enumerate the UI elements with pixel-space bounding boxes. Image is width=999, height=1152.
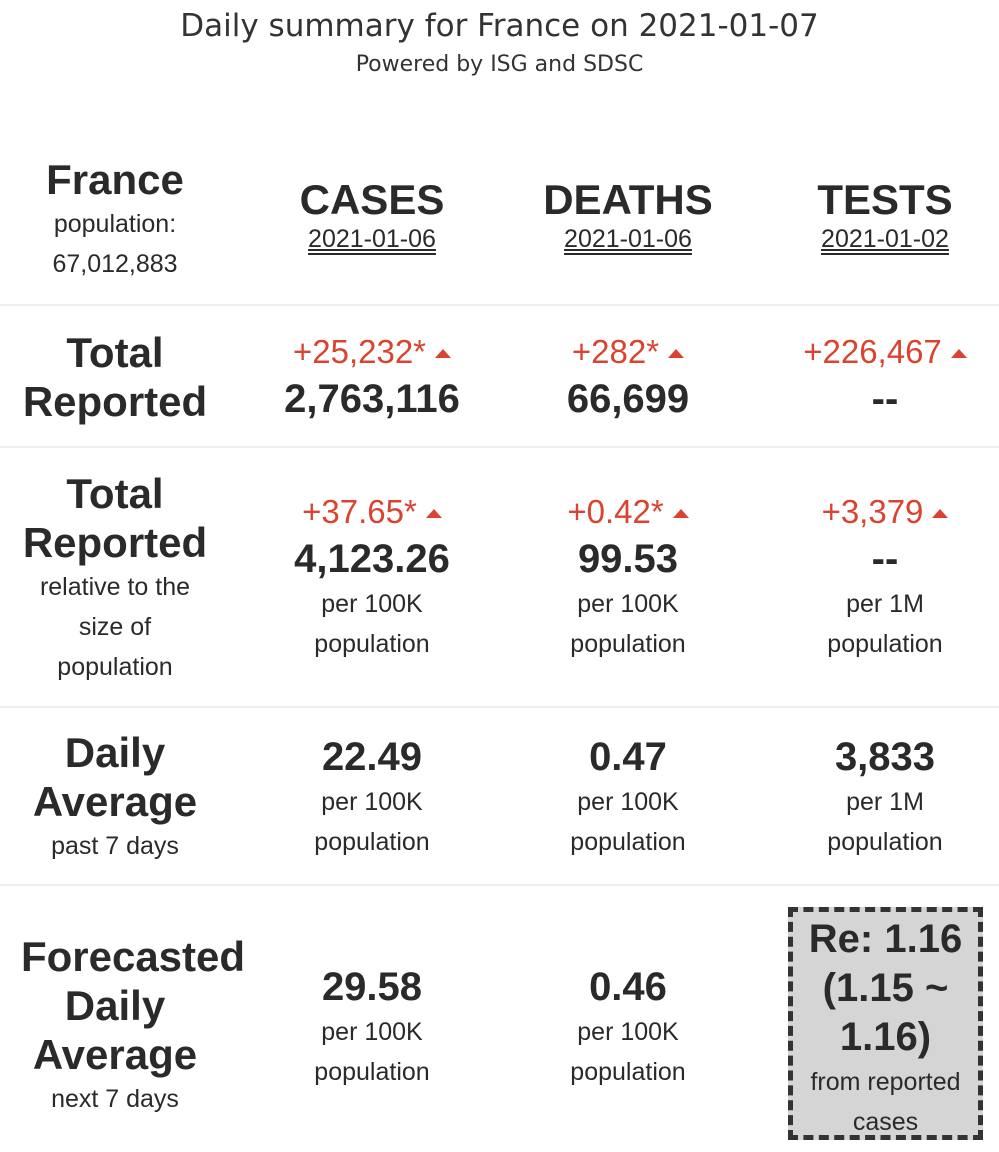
unit-label: population	[570, 630, 686, 658]
unit-label: per 100K	[321, 788, 423, 816]
increase-arrow-icon	[425, 509, 442, 518]
page-title: Daily summary for France on 2021-01-07	[180, 8, 819, 44]
change-value: +0.42*	[513, 490, 743, 534]
column-header-cases: CASES 2021-01-06	[257, 175, 487, 254]
relative-value: --	[871, 537, 899, 581]
relative-deaths-cell: +0.42* 99.53 per 100K population	[513, 490, 743, 664]
forecast-value: 0.46	[589, 965, 667, 1009]
unit-label: population	[570, 1058, 686, 1086]
daily-tests-cell: 3,833 per 1M population	[770, 732, 999, 862]
increase-arrow-icon	[435, 349, 452, 358]
change-value: +226,467	[770, 330, 999, 374]
row-label-line: Total	[66, 470, 164, 517]
change-text: +37.65*	[302, 493, 417, 530]
increase-arrow-icon	[672, 509, 689, 518]
forecast-value: 29.58	[321, 965, 423, 1009]
re-range-start: (1.15 ~	[822, 966, 949, 1010]
row-label-line: Reported	[22, 519, 208, 566]
re-value: Re: 1.16	[808, 917, 963, 961]
row-divider	[0, 884, 999, 886]
unit-label: per 100K	[577, 788, 679, 816]
unit-label: population	[314, 1058, 430, 1086]
relative-cases-cell: +37.65* 4,123.26 per 100K population	[257, 490, 487, 664]
row-sublabel: past 7 days	[51, 832, 179, 860]
unit-label: per 1M	[846, 590, 924, 618]
country-header: France population: 67,012,883	[0, 156, 230, 284]
row-label-line: Daily	[64, 729, 166, 776]
column-header-tests: TESTS 2021-01-02	[770, 175, 999, 254]
column-title: DEATHS	[543, 176, 713, 223]
row-label-total-reported: Total Reported	[0, 328, 230, 426]
row-label-line: Reported	[22, 378, 208, 425]
row-sublabel: size of	[78, 613, 152, 641]
total-deaths-cell: +282* 66,699	[513, 330, 743, 424]
forecast-deaths-cell: 0.46 per 100K population	[513, 962, 743, 1092]
change-text: +226,467	[803, 333, 942, 370]
daily-value: 3,833	[834, 735, 936, 779]
population-label: population:	[53, 210, 177, 238]
unit-label: per 1M	[846, 788, 924, 816]
change-value: +3,379	[770, 490, 999, 534]
total-tests-cell: +226,467 --	[770, 330, 999, 424]
change-text: +3,379	[821, 493, 924, 530]
row-label-line: Average	[32, 1031, 198, 1078]
total-cases-cell: +25,232* 2,763,116	[257, 330, 487, 424]
increase-arrow-icon	[950, 349, 967, 358]
change-text: +25,232*	[292, 333, 427, 370]
unit-label: population	[570, 828, 686, 856]
daily-cases-cell: 22.49 per 100K population	[257, 732, 487, 862]
column-header-deaths: DEATHS 2021-01-06	[513, 175, 743, 254]
row-label-line: Daily	[64, 982, 166, 1029]
column-title: CASES	[299, 176, 445, 223]
population-value: 67,012,883	[52, 250, 178, 278]
unit-label: population	[827, 630, 943, 658]
column-date: 2021-01-02	[821, 225, 949, 253]
total-value: --	[871, 377, 899, 421]
relative-value: 4,123.26	[294, 537, 450, 581]
unit-label: population	[314, 630, 430, 658]
row-divider	[0, 304, 999, 306]
re-estimate-box: Re: 1.16 (1.15 ~ 1.16) from reported cas…	[788, 907, 983, 1140]
row-label-relative: Total Reported relative to the size of p…	[0, 469, 230, 687]
page-subtitle: Powered by ISG and SDSC	[355, 52, 644, 77]
relative-value: 99.53	[577, 537, 679, 581]
increase-arrow-icon	[932, 509, 949, 518]
unit-label: per 100K	[321, 1018, 423, 1046]
row-label-daily-average: Daily Average past 7 days	[0, 728, 230, 866]
row-label-line: Total	[66, 329, 164, 376]
daily-deaths-cell: 0.47 per 100K population	[513, 732, 743, 862]
row-label-line: Forecasted	[20, 933, 246, 980]
unit-label: population	[827, 828, 943, 856]
row-label-line: Average	[32, 778, 198, 825]
row-sublabel: relative to the	[39, 573, 191, 601]
column-date: 2021-01-06	[564, 225, 692, 253]
total-value: 2,763,116	[284, 377, 460, 421]
change-value: +37.65*	[257, 490, 487, 534]
country-name: France	[46, 156, 184, 203]
row-divider	[0, 446, 999, 448]
total-value: 66,699	[566, 377, 690, 421]
re-range-end: 1.16)	[839, 1015, 932, 1059]
re-source-label: from reported	[810, 1068, 961, 1096]
column-date: 2021-01-06	[308, 225, 436, 253]
increase-arrow-icon	[668, 349, 685, 358]
row-sublabel: population	[57, 653, 173, 681]
forecast-cases-cell: 29.58 per 100K population	[257, 962, 487, 1092]
daily-value: 22.49	[321, 735, 423, 779]
row-label-forecast: Forecasted Daily Average next 7 days	[0, 932, 266, 1119]
relative-tests-cell: +3,379 -- per 1M population	[770, 490, 999, 664]
change-value: +282*	[513, 330, 743, 374]
unit-label: per 100K	[577, 590, 679, 618]
unit-label: per 100K	[577, 1018, 679, 1046]
change-text: +0.42*	[567, 493, 664, 530]
column-title: TESTS	[817, 176, 953, 223]
change-value: +25,232*	[257, 330, 487, 374]
change-text: +282*	[571, 333, 660, 370]
daily-value: 0.47	[589, 735, 667, 779]
row-divider	[0, 706, 999, 708]
row-sublabel: next 7 days	[51, 1085, 179, 1113]
re-source-label: cases	[852, 1108, 919, 1136]
unit-label: population	[314, 828, 430, 856]
unit-label: per 100K	[321, 590, 423, 618]
